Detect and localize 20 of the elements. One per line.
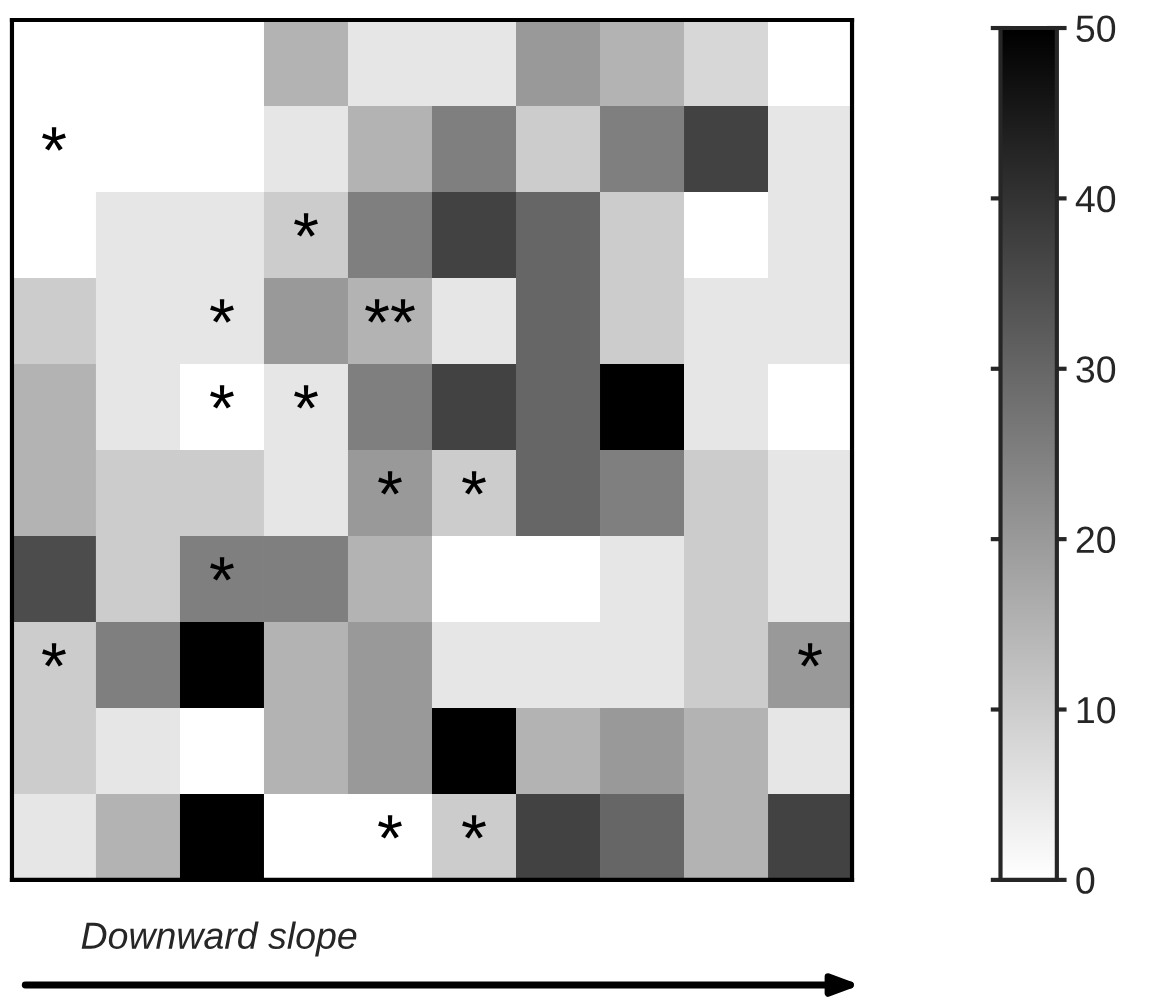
color-bar-label: 0 bbox=[1076, 867, 1095, 894]
data-label: * bbox=[210, 385, 234, 409]
text: Downward slope bbox=[81, 921, 357, 957]
data-label: * bbox=[210, 557, 234, 581]
color-bar-label: 30 bbox=[1076, 356, 1116, 383]
data-label: * bbox=[798, 643, 822, 667]
data-label: * bbox=[294, 385, 318, 409]
color-bar-label: 40 bbox=[1075, 185, 1116, 213]
data-label: * bbox=[462, 471, 486, 495]
data-label: * bbox=[378, 471, 402, 495]
data-label: ** bbox=[365, 299, 415, 323]
data-label: * bbox=[42, 127, 66, 151]
color-bar-label: 50 bbox=[1076, 15, 1116, 42]
data-label: * bbox=[378, 815, 402, 839]
data-label: * bbox=[210, 299, 234, 323]
color-bar-label: 20 bbox=[1076, 526, 1116, 554]
data-label: * bbox=[42, 643, 66, 667]
color-bar-label: 10 bbox=[1077, 696, 1116, 724]
data-label: * bbox=[294, 213, 318, 237]
data-label: * bbox=[462, 815, 486, 839]
